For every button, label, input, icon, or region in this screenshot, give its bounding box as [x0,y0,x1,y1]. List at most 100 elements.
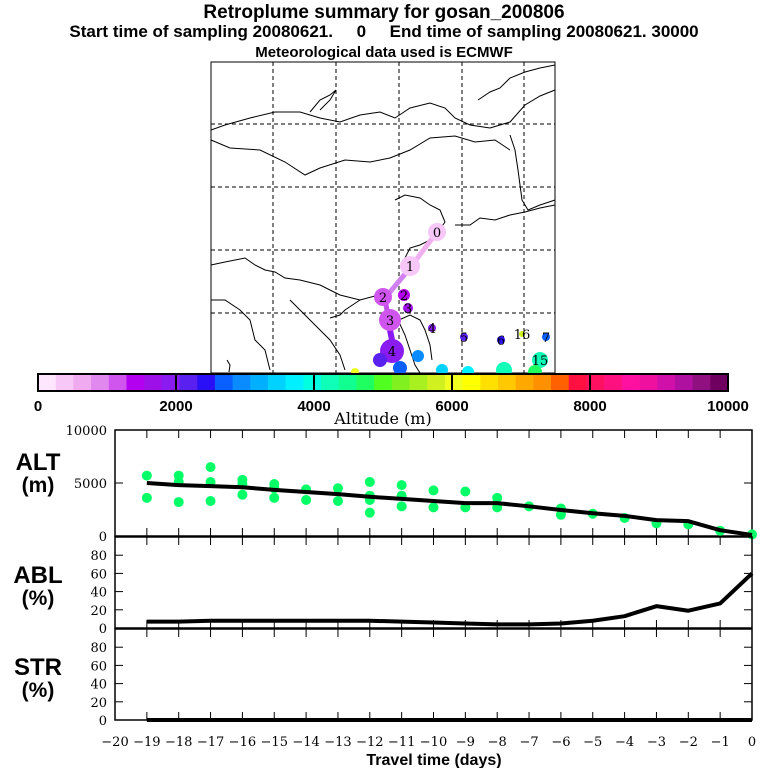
x-tick-label: −16 [229,735,256,750]
x-tick-label: 0 [748,735,756,750]
colorbar-swatch [197,374,216,391]
cluster-point [269,492,280,503]
x-tick-label: −5 [583,735,602,750]
cluster-point [332,496,343,507]
series-line [146,571,754,627]
panel-alt: 10000 5000 0 ALT(m) [16,424,757,545]
colorbar-swatch [38,374,57,391]
cluster-marker [497,336,505,344]
y-tick-label: 20 [90,604,107,619]
panel-label: (m) [22,474,55,497]
x-tick-label: −20 [101,735,128,750]
x-tick-label: −7 [519,735,538,750]
chart-title: Retroplume summary for gosan_200806 [203,2,565,23]
colorbar-swatch [374,374,393,391]
cluster-marker [542,333,550,341]
cluster-point [301,494,312,505]
x-tick-label: −6 [551,735,570,750]
cluster-label: 1 [406,260,414,275]
y-tick-label: 60 [90,659,107,674]
cluster-point [173,497,184,508]
y-tick-label: 60 [90,567,107,582]
y-tick-label: 80 [90,641,107,656]
cluster-label: 6 [497,334,505,349]
panel-label: (%) [22,587,55,610]
x-tick-label: −2 [679,735,698,750]
x-tick-label: −8 [488,735,507,750]
y-tick-label: 80 [90,549,107,564]
x-tick-label: −11 [388,735,415,750]
colorbar-swatch [356,374,375,391]
x-tick-label: −12 [356,735,383,750]
colorbar-swatch [498,374,517,391]
colorbar-swatches [38,374,729,391]
cluster-label: 3 [404,302,412,317]
cluster-marker [373,353,387,367]
cluster-marker [403,303,413,313]
cluster-marker [412,350,424,362]
x-tick-label: −13 [324,735,351,750]
y-tick-label: 0 [99,622,107,637]
cluster-marker [519,331,525,337]
cluster-label: 7 [542,331,550,346]
colorbar-swatch [108,374,127,391]
y-tick-label: 40 [90,586,107,601]
colorbar-swatch [321,374,340,391]
colorbar-swatch [179,374,198,391]
x-tick-label: −18 [165,735,192,750]
cluster-label: 4 [388,345,396,360]
colorbar-swatch [674,374,694,391]
x-tick-label: −9 [456,735,475,750]
panel-label: (%) [22,679,55,702]
colorbar-swatch [250,374,269,391]
cluster-label: 2 [400,289,408,304]
y-tick-label: 0 [99,714,107,729]
y-tick-label: 20 [90,696,107,711]
cluster-label: 5 [460,331,468,346]
cluster-marker [428,223,446,241]
colorbar-tick-label: 8000 [573,398,606,415]
cluster-label: 3 [386,314,394,329]
cluster-label: 4 [428,322,436,337]
panel-str: 80 60 40 20 0 STR(%) [14,628,753,729]
colorbar-swatch [551,374,570,391]
x-tick-label: −14 [292,735,319,750]
cluster-point [205,496,216,507]
cluster-marker [532,352,548,368]
colorbar-swatch [586,374,605,391]
series-line [146,481,753,537]
colorbar-tick-label: 2000 [159,398,192,415]
panel-label: ALT [16,449,61,476]
panel-abl: 80 60 40 20 0 ABL(%) [13,536,754,637]
met-data-note: Meteorological data used is ECMWF [255,44,513,61]
x-axis-label: Travel time (days) [366,752,501,768]
colorbar-swatch [710,374,729,391]
cluster-point [492,492,503,503]
colorbar-swatch [73,374,92,391]
cluster-point [364,476,375,487]
cluster-marker [428,324,436,332]
x-tick-label: −17 [197,735,224,750]
colorbar-swatch [214,374,234,391]
colorbar-swatch [391,374,411,391]
colorbar-dividers [175,374,591,391]
colorbar-swatch [303,374,322,391]
colorbar-swatch [515,374,534,391]
cluster-marker [398,289,410,301]
colorbar-swatch [444,374,464,391]
colorbar-tick-label: 0 [34,398,42,415]
cluster-point [332,483,343,494]
colorbar-frame [37,373,729,392]
cluster-point [237,489,248,500]
cluster-point [428,502,439,513]
colorbar-tick-label: 6000 [435,398,468,415]
x-tick-label: −10 [420,735,447,750]
x-axis: −20 −19 −18 −17 −16 −15 −14 −13 −12 −11 −10 −9 −8 −7−… [101,735,756,768]
cluster-point [141,492,152,503]
x-tick-label: −19 [133,735,160,750]
colorbar-swatch [639,374,658,391]
colorbar-swatch [268,374,287,391]
colorbar-swatch [338,374,357,391]
sampling-time-subtitle: Start time of sampling 20080621. 0 End t… [69,22,699,41]
